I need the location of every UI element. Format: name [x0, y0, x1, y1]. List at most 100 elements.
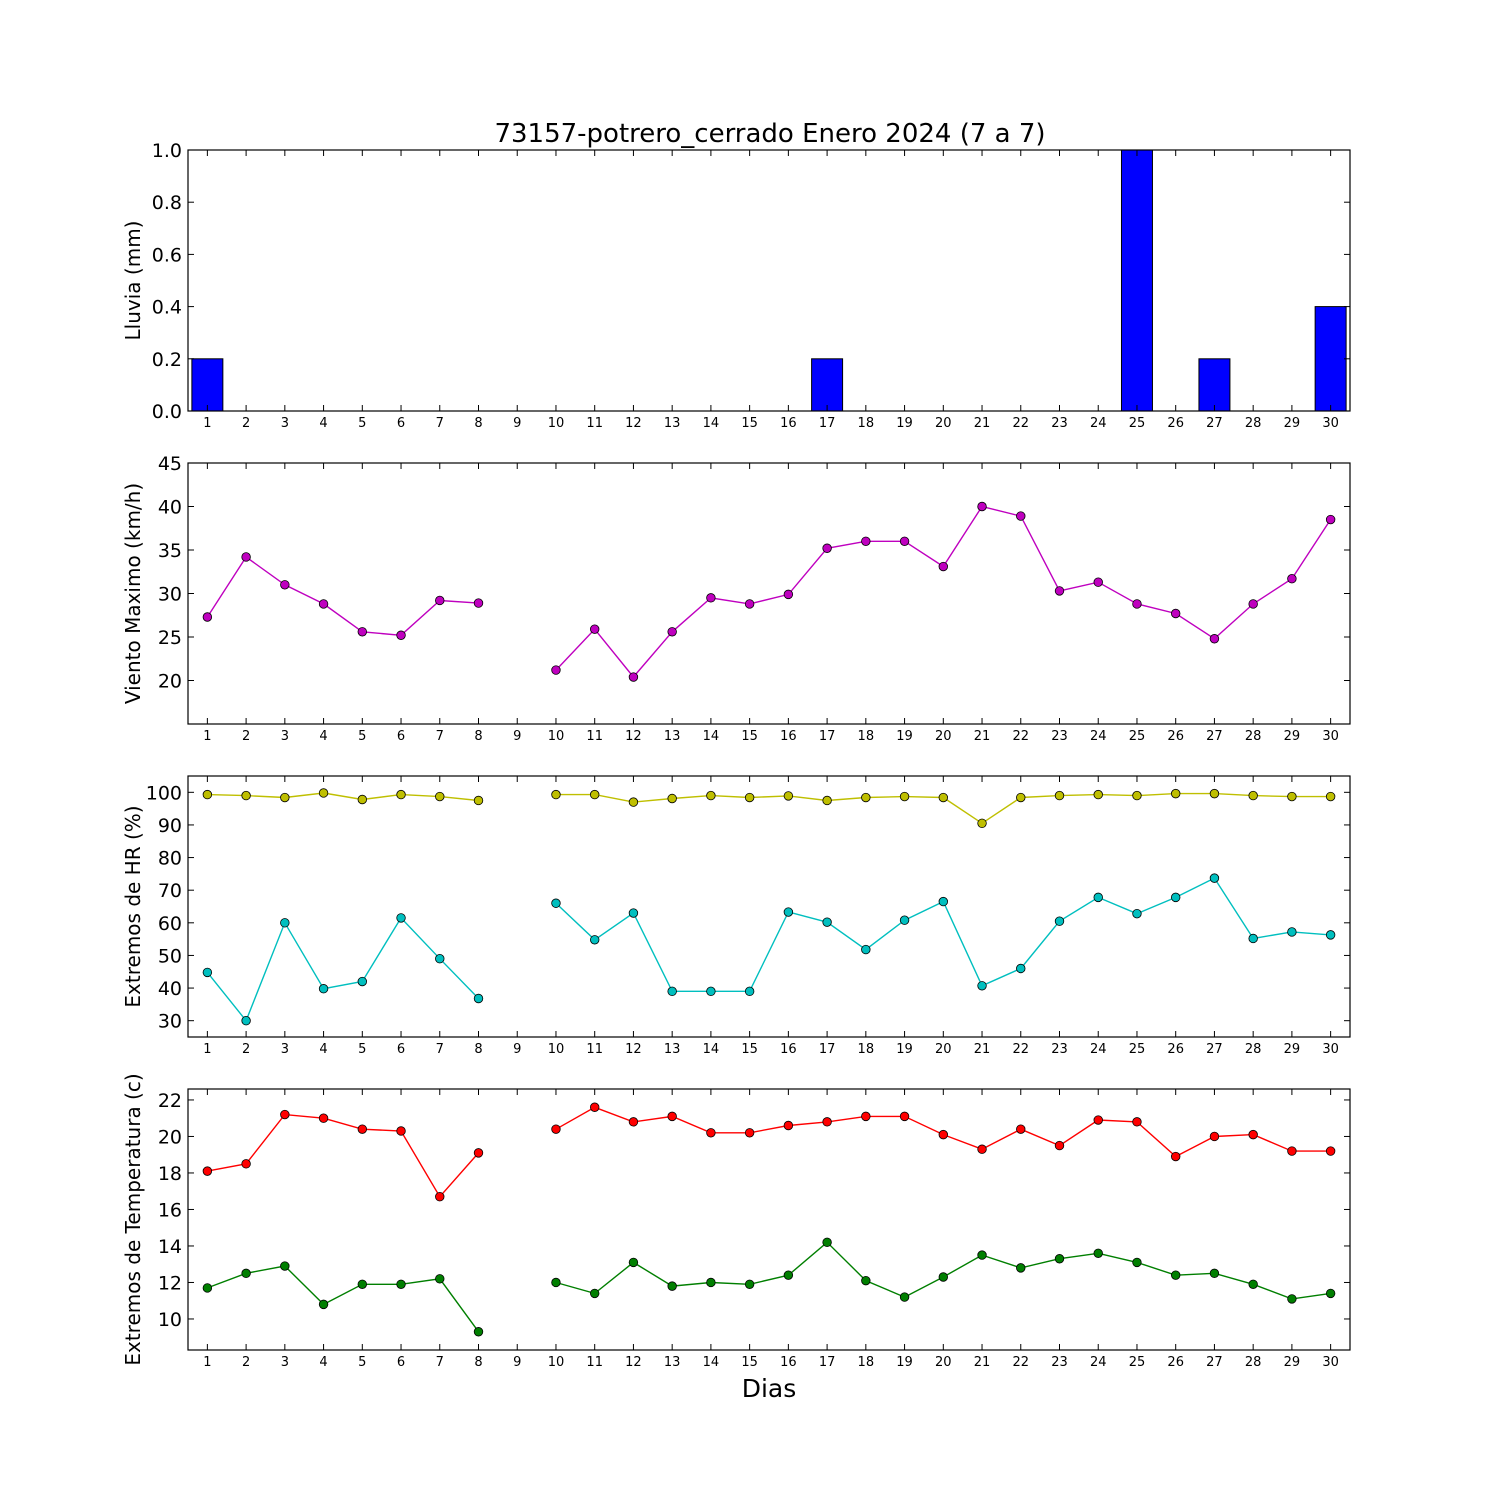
- y-tick-label: 0.0: [152, 401, 182, 423]
- x-tick-label: 18: [858, 1355, 875, 1370]
- x-tick-label: 12: [625, 729, 642, 744]
- series-2-point-day-6: [396, 913, 406, 923]
- x-tick-label: 23: [1051, 416, 1068, 431]
- x-tick-label: 24: [1090, 416, 1107, 431]
- series-1-point-day-6: [396, 789, 406, 800]
- panel-2: Viento Maximo (km/h)1 2 3 4 5 6 7 8 9 10 11 12 13 14 1…: [121, 453, 1351, 744]
- series-1-point-day-29: [1287, 1146, 1297, 1156]
- x-tick-label: 28: [1245, 729, 1262, 744]
- x-tick-label: 8: [474, 1355, 482, 1370]
- series-1-point-day-11: [590, 789, 600, 800]
- series-1-point-day-20: [938, 1129, 949, 1140]
- y-tick-label: 30: [158, 584, 182, 606]
- series-1-point-day-2: [241, 1159, 251, 1169]
- bar-day-1: [191, 358, 224, 412]
- x-tick-label: 1: [203, 1355, 211, 1370]
- x-tick-label: 14: [703, 416, 720, 431]
- series-1-point-day-19: [899, 1111, 910, 1122]
- series-1-point-day-24: [1093, 789, 1103, 800]
- x-tick-label: 11: [586, 1042, 603, 1057]
- series-1-line: [206, 505, 1332, 679]
- x-tick-label: 14: [703, 1355, 720, 1370]
- series-2-point-day-20: [938, 1272, 949, 1282]
- y-tick-label: 25: [158, 627, 182, 649]
- series-2-line: [206, 877, 1331, 1023]
- series-1-point-day-8: [473, 1148, 484, 1158]
- series-1-point-day-24: [1093, 1115, 1103, 1125]
- x-tick-label: 22: [1012, 416, 1029, 431]
- series-1-point-day-22: [1016, 1124, 1026, 1134]
- x-tick-label: 3: [281, 416, 289, 431]
- series-2-point-day-21: [977, 1250, 987, 1260]
- y-tick-label: 80: [158, 848, 182, 870]
- x-tick-label: 28: [1245, 1042, 1262, 1057]
- series-1-point-day-8: [473, 598, 484, 608]
- x-tick-label: 16: [780, 1042, 797, 1057]
- series-2-point-day-16: [783, 907, 794, 917]
- series-1-point-day-3: [280, 1109, 290, 1120]
- x-tick-label: 8: [474, 729, 482, 744]
- plot-frame: [187, 462, 1351, 725]
- x-tick-label: 12: [625, 416, 642, 431]
- series-1-point-day-22: [1016, 792, 1026, 803]
- x-tick-label: 2: [242, 1042, 250, 1057]
- series-2-point-day-30: [1325, 1288, 1336, 1299]
- series-1-point-day-19: [899, 791, 910, 802]
- x-tick-label: 28: [1245, 1355, 1262, 1370]
- series-1-point-day-17: [822, 1117, 832, 1127]
- x-tick-label: 13: [664, 416, 681, 431]
- x-tick-label: 10: [548, 1042, 565, 1057]
- chart-panels: Lluvia (mm)1 2 3 4 5 6 7 8 9 10 11 12 13 14 15 16 17 18 19…: [121, 140, 1351, 1370]
- x-tick-label: 4: [319, 729, 327, 744]
- series-1-point-day-24: [1093, 577, 1103, 587]
- series-1-point-day-18: [861, 792, 871, 803]
- x-tick-label: 5: [358, 416, 366, 431]
- series-2-point-day-15: [744, 1279, 755, 1289]
- x-tick-label: 19: [896, 1042, 913, 1057]
- y-tick-label: 22: [158, 1090, 182, 1112]
- series-2-point-day-18: [861, 944, 871, 955]
- series-1-point-day-15: [744, 792, 755, 803]
- x-tick-label: 14: [703, 1042, 720, 1057]
- series-1-point-day-7: [435, 1191, 445, 1202]
- y-axis-label: Lluvia (mm): [121, 221, 145, 341]
- series-2-point-day-24: [1093, 1248, 1103, 1258]
- x-tick-label: 6: [397, 416, 405, 431]
- series-2-point-day-12: [628, 908, 639, 918]
- series-1-point-day-23: [1054, 1140, 1065, 1151]
- x-tick-label: 4: [319, 416, 327, 431]
- x-tick-label: 29: [1284, 416, 1301, 431]
- y-tick-label: 1.0: [152, 140, 182, 162]
- series-1-point-day-13: [667, 627, 677, 637]
- series-2-point-day-20: [938, 896, 949, 907]
- series-1-point-day-25: [1132, 790, 1142, 801]
- series-1-point-day-19: [899, 536, 910, 547]
- series-2-point-day-23: [1054, 916, 1065, 926]
- series-1-point-day-21: [977, 818, 987, 829]
- series-1-point-day-12: [628, 672, 639, 682]
- x-tick-label: 2: [242, 1355, 250, 1370]
- series-1-point-day-28: [1248, 790, 1258, 801]
- series-1-point-day-12: [628, 1117, 639, 1127]
- series-1-point-day-29: [1287, 574, 1297, 584]
- x-tick-label: 23: [1051, 729, 1068, 744]
- y-tick-label: 12: [158, 1272, 182, 1294]
- series-2-point-day-29: [1287, 927, 1297, 937]
- y-tick-label: 30: [158, 1011, 182, 1033]
- series-1-point-day-16: [783, 791, 794, 801]
- x-tick-label: 25: [1129, 1042, 1146, 1057]
- x-tick-label: 6: [397, 1355, 405, 1370]
- series-1-point-day-20: [938, 561, 949, 572]
- series-1-point-day-30: [1325, 514, 1336, 525]
- series-1-point-day-4: [318, 599, 329, 609]
- series-1-point-day-17: [822, 795, 832, 806]
- y-tick-label: 40: [158, 978, 182, 1000]
- series-2-point-day-1: [202, 1283, 213, 1293]
- x-tick-label: 10: [548, 1355, 565, 1370]
- series-1-point-day-3: [280, 580, 290, 590]
- x-tick-label: 13: [664, 1355, 681, 1370]
- y-tick-label: 0.8: [152, 192, 182, 214]
- series-2-point-day-10: [551, 1277, 561, 1288]
- x-tick-label: 26: [1167, 416, 1184, 431]
- x-tick-label: 30: [1322, 1355, 1339, 1370]
